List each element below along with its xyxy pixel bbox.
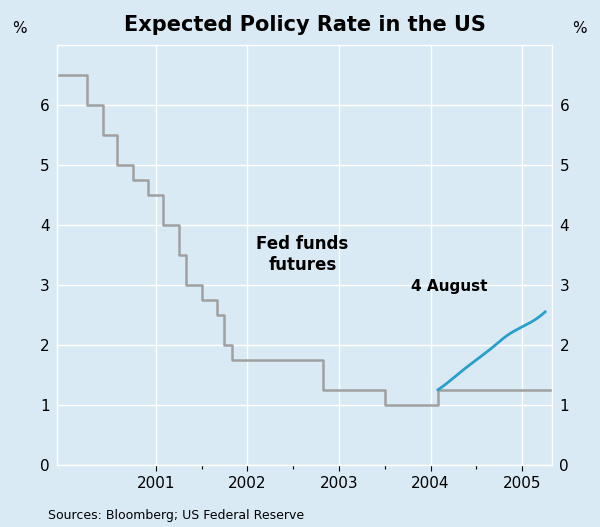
Text: %: % xyxy=(572,22,587,36)
Text: Sources: Bloomberg; US Federal Reserve: Sources: Bloomberg; US Federal Reserve xyxy=(48,509,304,522)
Title: Expected Policy Rate in the US: Expected Policy Rate in the US xyxy=(124,15,485,35)
Text: 4 August: 4 August xyxy=(411,279,487,294)
Text: %: % xyxy=(12,22,27,36)
Text: Fed funds
futures: Fed funds futures xyxy=(256,236,349,274)
